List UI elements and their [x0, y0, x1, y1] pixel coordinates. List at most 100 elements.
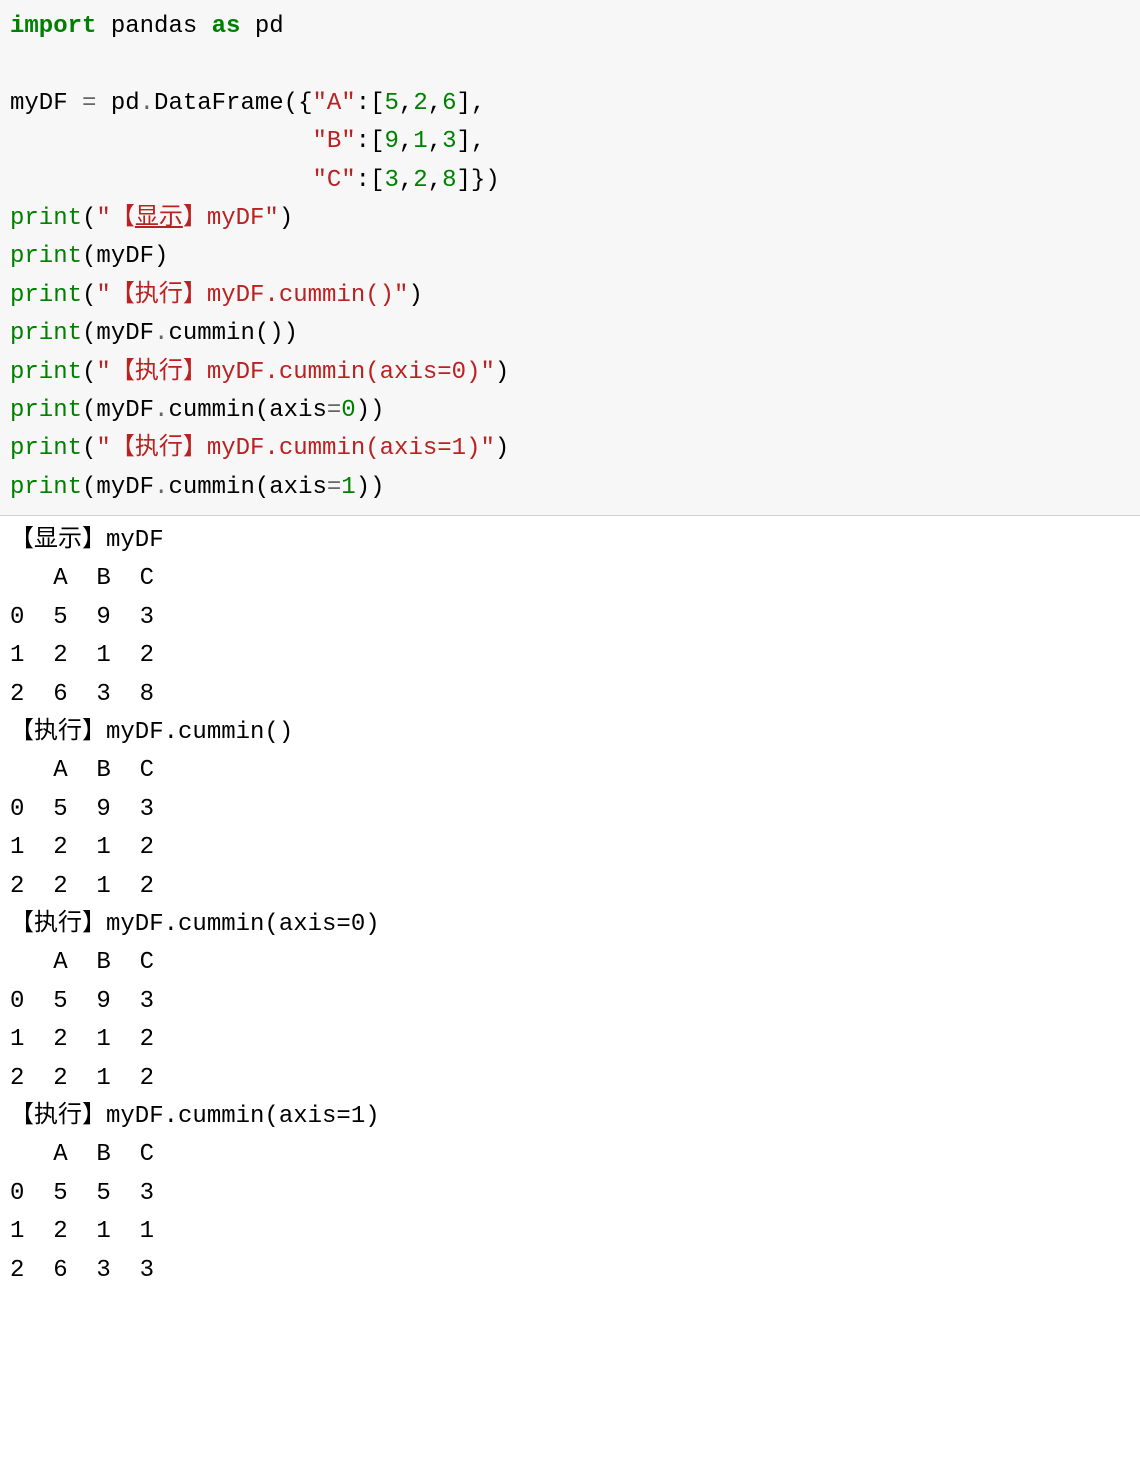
string-show-pre: "【 [96, 205, 134, 232]
module-pandas: pandas [111, 13, 197, 40]
num-9: 9 [384, 128, 398, 155]
indent-b [10, 128, 312, 155]
rparen: ) [356, 474, 370, 501]
comma: , [428, 90, 442, 117]
output-cell: 【显示】myDF A B C 0 5 9 3 1 2 1 2 2 6 3 8 【… [0, 516, 1140, 1296]
output-s1-r0: 0 5 9 3 [10, 604, 154, 631]
num-5: 5 [385, 90, 399, 117]
fn-print: print [10, 243, 82, 270]
num-2: 2 [413, 90, 427, 117]
lbracket: [ [370, 90, 384, 117]
output-s3-r1: 1 2 1 2 [10, 1026, 154, 1053]
rparen: ) [495, 435, 509, 462]
var-myDF: myDF [96, 243, 154, 270]
indent-c [10, 167, 312, 194]
var-myDF: myDF [96, 320, 154, 347]
fn-print: print [10, 474, 82, 501]
string-A: "A" [312, 90, 355, 117]
output-s2-r0: 0 5 9 3 [10, 796, 154, 823]
rparen: ) [485, 167, 499, 194]
string-exec-cummin-axis0: "【执行】myDF.cummin(axis=0)" [96, 359, 494, 386]
output-s1-header: A B C [10, 565, 154, 592]
output-s2-title: 【执行】myDF.cummin() [10, 719, 293, 746]
lparen: ( [82, 320, 96, 347]
rbracket: ] [457, 167, 471, 194]
lparen: ( [255, 320, 269, 347]
output-s2-header: A B C [10, 757, 154, 784]
comma: , [428, 128, 442, 155]
lparen: ( [284, 90, 298, 117]
comma: , [471, 90, 485, 117]
output-s2-r2: 2 2 1 2 [10, 873, 154, 900]
kwarg-axis: axis [269, 397, 327, 424]
output-s2-r1: 1 2 1 2 [10, 834, 154, 861]
fn-print: print [10, 282, 82, 309]
rparen: ) [408, 282, 422, 309]
method-cummin: cummin [168, 474, 254, 501]
num-2: 2 [413, 167, 427, 194]
lparen: ( [255, 397, 269, 424]
fn-print: print [10, 435, 82, 462]
string-show-post: 】myDF" [183, 205, 279, 232]
colon: : [356, 90, 370, 117]
rparen: ) [356, 397, 370, 424]
keyword-as: as [212, 13, 241, 40]
rparen: ) [370, 474, 384, 501]
output-s4-r2: 2 6 3 3 [10, 1257, 154, 1284]
num-3: 3 [384, 167, 398, 194]
method-cummin: cummin [168, 320, 254, 347]
output-s4-r1: 1 2 1 1 [10, 1218, 154, 1245]
keyword-import: import [10, 13, 96, 40]
code-cell: import pandas as pd myDF = pd.DataFrame(… [0, 0, 1140, 516]
output-s3-header: A B C [10, 949, 154, 976]
colon: : [356, 128, 370, 155]
comma: , [428, 167, 442, 194]
num-0: 0 [341, 397, 355, 424]
fn-print: print [10, 205, 82, 232]
output-s3-r2: 2 2 1 2 [10, 1065, 154, 1092]
rparen: ) [284, 320, 298, 347]
rparen: ) [495, 359, 509, 386]
alias-pd: pd [255, 13, 284, 40]
lparen: ( [82, 435, 96, 462]
output-s1-r2: 2 6 3 8 [10, 681, 154, 708]
fn-print: print [10, 320, 82, 347]
comma: , [399, 90, 413, 117]
op-eq: = [327, 397, 341, 424]
output-s4-title: 【执行】myDF.cummin(axis=1) [10, 1103, 380, 1130]
rparen: ) [269, 320, 283, 347]
output-s1-r1: 1 2 1 2 [10, 642, 154, 669]
op-dot: . [154, 474, 168, 501]
method-cummin: cummin [168, 397, 254, 424]
op-eq: = [82, 90, 96, 117]
op-eq: = [327, 474, 341, 501]
output-s4-header: A B C [10, 1141, 154, 1168]
string-show-word: 显示 [135, 205, 183, 232]
num-6: 6 [442, 90, 456, 117]
comma: , [399, 128, 413, 155]
kwarg-axis: axis [269, 474, 327, 501]
lbracket: [ [370, 167, 384, 194]
lbrace: { [298, 90, 312, 117]
lparen: ( [82, 474, 96, 501]
output-s1-title: 【显示】myDF [10, 527, 164, 554]
rparen: ) [370, 397, 384, 424]
class-DataFrame: DataFrame [154, 90, 284, 117]
rbracket: ] [457, 90, 471, 117]
num-8: 8 [442, 167, 456, 194]
comma: , [471, 128, 485, 155]
module-pd: pd [111, 90, 140, 117]
op-dot: . [140, 90, 154, 117]
string-B: "B" [312, 128, 355, 155]
lparen: ( [82, 282, 96, 309]
var-myDF: myDF [10, 90, 68, 117]
string-exec-cummin-axis1: "【执行】myDF.cummin(axis=1)" [96, 435, 494, 462]
op-dot: . [154, 397, 168, 424]
string-exec-cummin: "【执行】myDF.cummin()" [96, 282, 408, 309]
string-C: "C" [312, 167, 355, 194]
comma: , [399, 167, 413, 194]
fn-print: print [10, 359, 82, 386]
var-myDF: myDF [96, 474, 154, 501]
op-dot: . [154, 320, 168, 347]
output-s4-r0: 0 5 5 3 [10, 1180, 154, 1207]
